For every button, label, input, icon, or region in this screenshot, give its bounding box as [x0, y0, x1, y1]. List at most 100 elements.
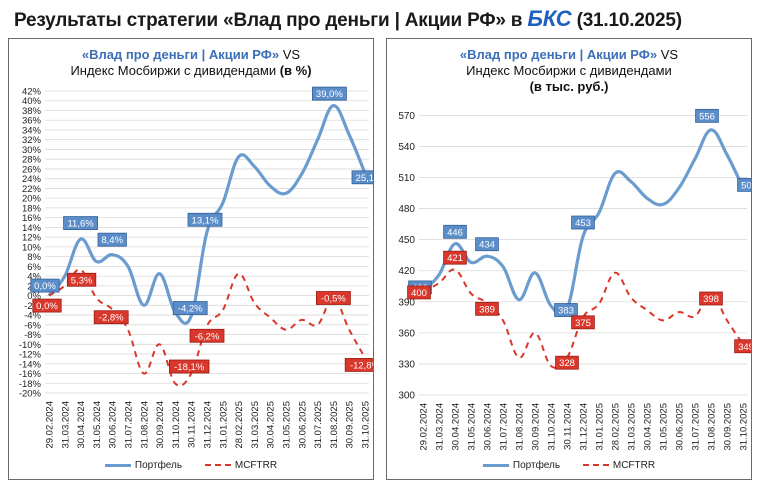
x-tick-label: 31.08.2025 — [329, 401, 340, 449]
rub-line-chart: 570 540 510 480 450 420 390 360 330 300 29.02.2024… — [398, 108, 751, 451]
portfolio-data-label-box — [172, 301, 208, 315]
y-tick-label: -8% — [24, 330, 41, 341]
y-tick-label: 480 — [398, 204, 415, 215]
mcftrr-data-label-box — [407, 285, 431, 300]
page-title: Результаты стратегии «Влад про деньги | … — [14, 6, 682, 32]
x-tick-label: 31.08.2024 — [515, 403, 526, 451]
portfolio-data-label: 383 — [558, 306, 574, 317]
title-suffix: (31.10.2025) — [571, 10, 683, 31]
legend-portfolio: Портфель — [482, 459, 561, 471]
mcftrr-data-label: 400 — [411, 288, 427, 299]
mcftrr-data-label-box — [571, 315, 595, 330]
portfolio-data-label: 453 — [575, 218, 591, 229]
title-prefix: Результаты стратегии «Влад про деньги | … — [14, 10, 528, 31]
x-tick-label: 30.06.2024 — [108, 401, 119, 449]
chart-legend: Портфель MCFTRR — [9, 460, 373, 471]
x-tick-label: 31.10.2025 — [361, 401, 372, 449]
unit-label: (в тыс. руб.) — [529, 79, 609, 94]
mcftrr-data-label-box — [475, 301, 499, 316]
vs-label: VS — [279, 47, 301, 62]
x-tick-label: 31.08.2025 — [707, 403, 718, 451]
y-tick-label: -20% — [19, 389, 42, 400]
x-tick-label: 30.04.2025 — [266, 401, 277, 449]
x-tick-label: 30.06.2025 — [297, 401, 308, 449]
y-tick-label: 26% — [22, 164, 42, 175]
mcftrr-data-label: -6,2% — [195, 331, 220, 342]
x-tick-label: 31.03.2024 — [435, 403, 446, 451]
rub-chart-panel: «Влад про деньги | Акции РФ» VS Индекс М… — [386, 38, 752, 480]
portfolio-data-label-box — [737, 177, 751, 192]
x-tick-label: 30.06.2025 — [675, 403, 686, 451]
mcftrr-data-label-box — [315, 291, 351, 305]
mcftrr-data-label: -12,8% — [350, 360, 373, 371]
y-tick-label: 16% — [22, 213, 42, 224]
y-tick-label: -18% — [19, 379, 42, 390]
bks-brand: БКС — [527, 6, 572, 31]
y-tick-label: -4% — [24, 311, 41, 322]
mcftrr-data-label-box — [443, 250, 467, 265]
y-tick-label: 42% — [22, 87, 42, 98]
portfolio-data-label: 11,6% — [67, 219, 94, 230]
y-tick-label: 20% — [22, 194, 42, 205]
mcftrr-data-label: 398 — [703, 294, 719, 305]
portfolio-data-label-box — [695, 108, 719, 123]
portfolio-data-label: 434 — [479, 240, 495, 251]
portfolio-data-label-box — [554, 303, 578, 317]
y-tick-label: -12% — [19, 350, 42, 361]
y-tick-label: 330 — [398, 359, 415, 370]
portfolio-data-label-box — [311, 86, 347, 101]
portfolio-data-label: 39,0% — [316, 89, 343, 100]
x-tick-label: 31.07.2024 — [124, 401, 135, 449]
y-tick-label: 10% — [22, 242, 42, 253]
y-tick-label: 420 — [398, 266, 415, 277]
x-tick-label: 31.08.2024 — [139, 401, 150, 449]
mcftrr-data-label: -0,5% — [321, 294, 346, 305]
portfolio-data-label: -4,2% — [178, 304, 203, 315]
x-tick-label: 31.12.2024 — [579, 403, 590, 451]
y-tick-label: 22% — [22, 184, 42, 195]
mcftrr-data-label: 349 — [738, 342, 751, 353]
portfolio-data-label-box — [97, 232, 127, 247]
portfolio-data-label: 25,1% — [356, 173, 373, 184]
mcftrr-series-line — [48, 268, 366, 387]
y-tick-label: 18% — [22, 203, 42, 214]
legend-portfolio-label: Портфель — [134, 459, 183, 471]
y-tick-label: 34% — [22, 125, 42, 136]
y-tick-label: 450 — [398, 235, 415, 246]
mcftrr-data-label: 375 — [575, 318, 591, 329]
chart-legend: Портфель MCFTRR — [387, 460, 751, 471]
x-tick-label: 30.04.2024 — [451, 403, 462, 451]
portfolio-data-label-box — [187, 212, 223, 227]
y-tick-label: 24% — [22, 174, 42, 185]
legend-solid-line — [104, 463, 131, 467]
x-tick-label: 28.02.2025 — [234, 401, 245, 449]
legend-portfolio-label: Портфель — [512, 459, 561, 471]
x-tick-label: 31.05.2025 — [659, 403, 670, 451]
rub-chart-title: «Влад про деньги | Акции РФ» VS Индекс М… — [387, 47, 751, 95]
x-tick-label: 31.07.2025 — [691, 403, 702, 451]
mcftrr-data-label-box — [344, 358, 373, 372]
mcftrr-data-label: 0,0% — [36, 301, 58, 312]
y-tick-label: -6% — [24, 320, 41, 331]
vs-label: VS — [657, 47, 679, 62]
legend-portfolio: Портфель — [104, 459, 183, 471]
mcftrr-data-label: 389 — [479, 304, 495, 315]
portfolio-data-label-box — [443, 224, 467, 239]
x-tick-label: 28.02.2025 — [611, 403, 622, 451]
mcftrr-data-label-box — [32, 298, 62, 313]
y-tick-label: 36% — [22, 116, 42, 127]
mcftrr-data-label-box — [168, 359, 210, 374]
x-tick-label: 31.03.2024 — [60, 401, 71, 449]
portfolio-data-label-box — [475, 237, 499, 252]
portfolio-data-label-box — [63, 216, 98, 230]
x-tick-label: 31.10.2024 — [547, 403, 558, 451]
x-tick-label: 30.04.2024 — [76, 401, 87, 449]
index-name: Индекс Мосбиржи с дивидендами — [466, 63, 672, 78]
mcftrr-data-label: -18,1% — [174, 362, 205, 373]
percent-chart-title: «Влад про деньги | Акции РФ» VS Индекс М… — [9, 47, 373, 79]
y-tick-label: 4% — [27, 272, 41, 283]
y-tick-label: 30% — [22, 145, 42, 156]
portfolio-data-label: 8,4% — [101, 235, 123, 246]
y-tick-label: 38% — [22, 106, 42, 117]
mcftrr-data-label: 5,3% — [71, 275, 93, 286]
